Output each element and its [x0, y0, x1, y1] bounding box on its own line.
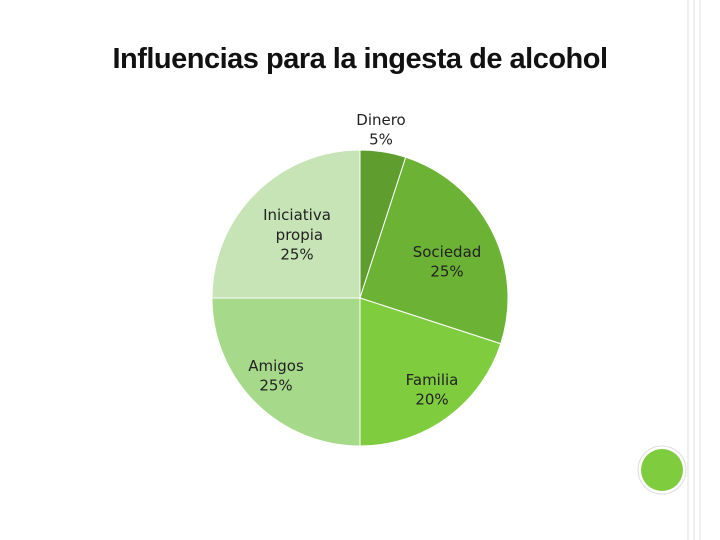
slice-label: Iniciativa propia — [263, 206, 331, 244]
pie-slice — [211, 149, 361, 299]
chart-title: Influencias para la ingesta de alcohol — [112, 43, 608, 75]
pie-slice — [211, 297, 361, 447]
pie-slice — [359, 297, 502, 447]
slice-value-label: 25% — [259, 377, 292, 395]
pie-slice — [359, 156, 509, 345]
slice-value-label: 25% — [430, 263, 463, 281]
slice-label: Amigos — [248, 357, 304, 375]
slice-label: Familia — [406, 371, 459, 389]
slice-value-label: 25% — [280, 246, 313, 264]
slice-value-label: 20% — [415, 391, 448, 409]
slice-label: Dinero — [356, 111, 405, 129]
decoration — [637, 0, 701, 540]
slice-label: Sociedad — [413, 243, 482, 261]
slice-value-label: 5% — [369, 131, 393, 149]
